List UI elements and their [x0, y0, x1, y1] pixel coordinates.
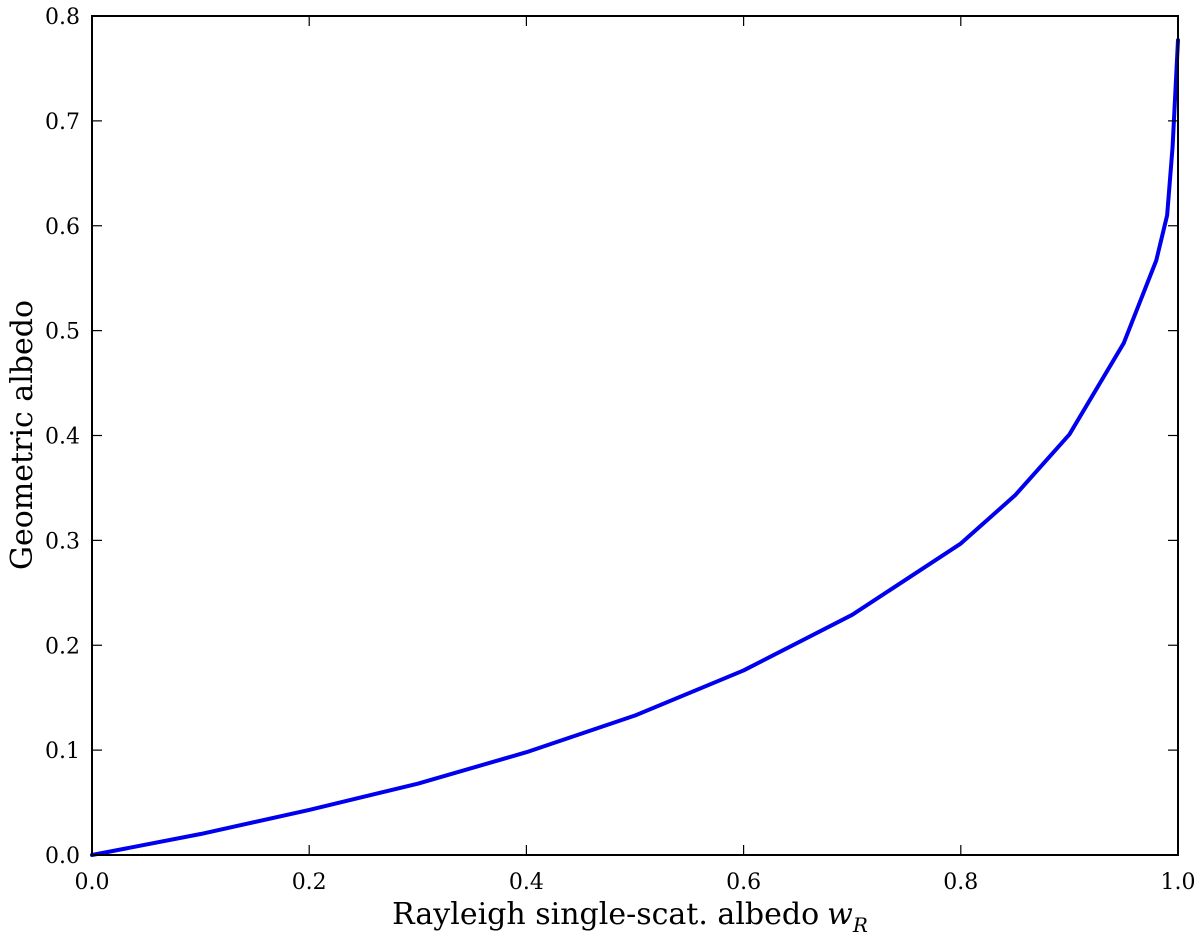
x-tick-label: 1.0	[1161, 870, 1196, 895]
y-tick-label: 0.8	[45, 5, 80, 30]
x-axis-label: Rayleigh single-scat. albedo wR	[392, 897, 868, 937]
y-tick-label: 0.5	[45, 320, 80, 345]
y-tick-label: 0.7	[45, 110, 80, 135]
y-tick-label: 0.4	[45, 425, 80, 450]
y-tick-label: 0.1	[45, 739, 80, 764]
x-tick-label: 0.0	[75, 870, 110, 895]
x-tick-label: 0.8	[943, 870, 978, 895]
ticks-group: 0.0 0.2 0.4 0.6 0.8 1.0 0.0 0.1 0.2 0.3 0.4 0.5 0.6 0…	[45, 5, 1196, 895]
x-axis-label-symbol: w	[827, 897, 853, 932]
x-tick-label: 0.6	[726, 870, 761, 895]
x-axis-label-subscript: R	[852, 913, 868, 937]
x-axis-label-text: Rayleigh single-scat. albedo	[392, 897, 819, 932]
x-tick-label: 0.2	[292, 870, 327, 895]
y-tick-label: 0.2	[45, 634, 80, 659]
y-tick-label: 0.0	[45, 844, 80, 869]
axes-frame	[91, 15, 1179, 856]
x-tick-label: 0.4	[509, 870, 544, 895]
y-tick-label: 0.3	[45, 529, 80, 554]
y-axis-label: Geometric albedo	[5, 300, 40, 570]
plot-area	[90, 38, 1180, 857]
y-tick-label: 0.6	[45, 215, 80, 240]
series-line	[90, 38, 1180, 857]
